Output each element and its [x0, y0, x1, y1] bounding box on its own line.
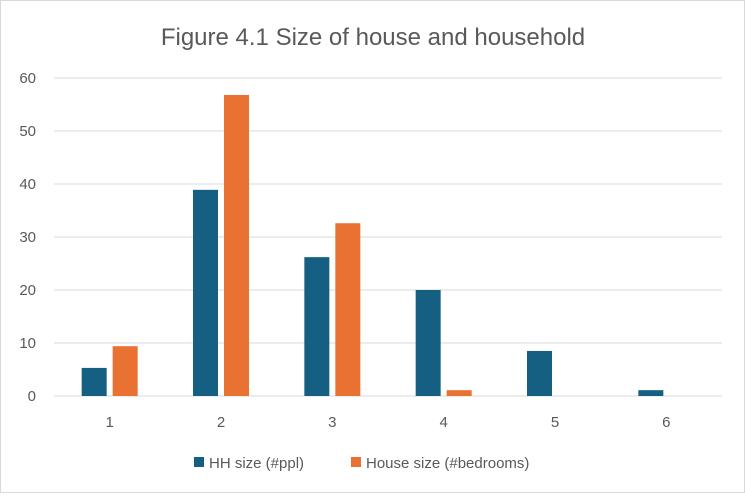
- bar-hh-size: [193, 189, 218, 396]
- legend-label: House size (#bedrooms): [366, 455, 529, 472]
- x-tick-label: 1: [105, 414, 113, 431]
- x-tick-label: 6: [662, 414, 670, 431]
- legend-swatch: [351, 457, 361, 467]
- gridlines: [54, 77, 722, 397]
- bar-house-size: [335, 223, 361, 396]
- bar-house-size: [446, 390, 472, 396]
- y-tick-label: 30: [19, 229, 36, 246]
- bar-hh-size: [81, 367, 107, 396]
- y-tick-label: 10: [19, 335, 36, 352]
- y-tick-label: 0: [28, 388, 36, 405]
- y-tick-label: 60: [19, 70, 36, 87]
- x-tick-label: 4: [439, 414, 447, 431]
- chart-title: Figure 4.1 Size of house and household: [161, 24, 585, 51]
- x-tick-label: 5: [551, 414, 559, 431]
- bar-hh-size: [304, 257, 330, 396]
- legend-label: HH size (#ppl): [209, 455, 304, 472]
- y-axis-ticks: 0 10 20 30 40 50 60: [19, 70, 36, 405]
- bar-hh-size: [527, 350, 552, 396]
- y-tick-label: 40: [19, 176, 36, 193]
- bar-house-size: [224, 94, 249, 397]
- bar-hh-size: [638, 390, 664, 396]
- bar-hh-size: [415, 290, 441, 396]
- bar-house-size: [112, 346, 138, 396]
- x-tick-label: 2: [217, 414, 225, 431]
- bars: [81, 94, 664, 397]
- legend: HH size (#ppl) House size (#bedrooms): [194, 455, 529, 472]
- legend-swatch: [194, 457, 204, 467]
- y-tick-label: 50: [19, 123, 36, 140]
- y-tick-label: 20: [19, 282, 36, 299]
- x-axis-ticks: 1 2 3 4 5 6: [105, 414, 670, 431]
- x-tick-label: 3: [328, 414, 336, 431]
